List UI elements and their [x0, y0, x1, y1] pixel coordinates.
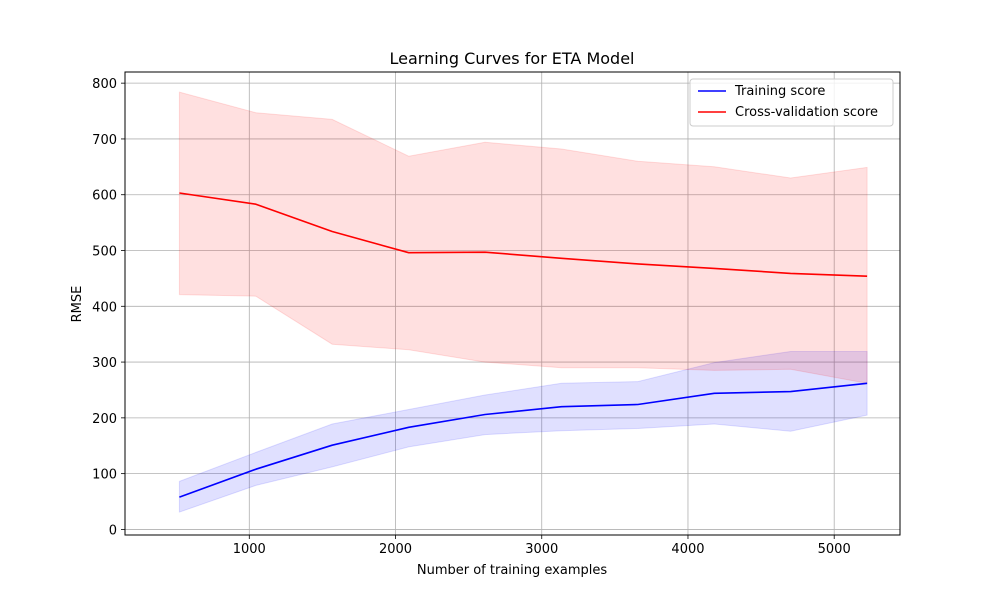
legend-label-cv: Cross-validation score [735, 105, 878, 120]
y-tick-label: 800 [92, 77, 117, 92]
y-tick-label: 700 [92, 133, 117, 148]
chart-title: Learning Curves for ETA Model [390, 49, 635, 68]
plot-frame [124, 71, 901, 536]
y-axis-title: RMSE [70, 286, 85, 323]
confidence-band-cross-validation [178, 91, 868, 384]
series-line-training [179, 382, 868, 498]
y-tick-label: 0 [109, 523, 117, 538]
band-layer [178, 91, 868, 513]
y-tick-label: 100 [92, 468, 117, 483]
x-tick-label: 4000 [671, 542, 704, 557]
y-tick-label: 600 [92, 189, 117, 204]
x-axis-ticks: 1000 2000 3000 4000 5000 [233, 535, 851, 557]
line-layer [179, 192, 868, 498]
series-line-cross-validation [179, 192, 868, 277]
y-tick-label: 400 [92, 300, 117, 315]
x-axis-title: Number of training examples [417, 563, 607, 578]
legend-box [689, 78, 894, 127]
x-tick-label: 5000 [818, 542, 851, 557]
x-tick-label: 3000 [525, 542, 558, 557]
y-tick-label: 500 [92, 245, 117, 260]
x-tick-label: 2000 [379, 542, 412, 557]
y-tick-label: 300 [92, 356, 117, 371]
confidence-band-training [178, 351, 868, 513]
legend-label-training: Training score [734, 84, 825, 99]
y-axis-ticks: 0 100 200 300 400 500 600 700 800 [92, 77, 125, 538]
legend: Training score Cross-validation score [689, 78, 894, 127]
y-tick-label: 200 [92, 412, 117, 427]
x-tick-label: 1000 [233, 542, 266, 557]
